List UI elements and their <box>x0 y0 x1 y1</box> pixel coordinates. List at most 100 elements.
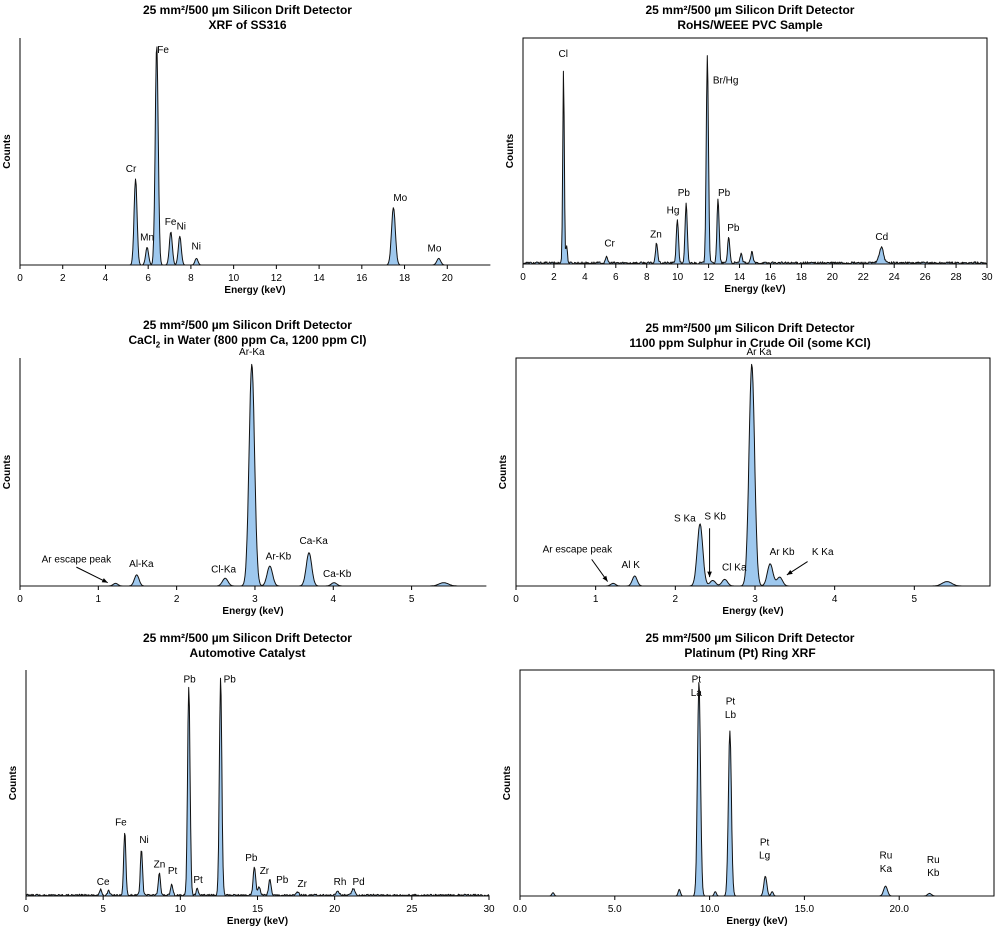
spectrum-chart-cacl2: 0 1 2 3 4 5 Energy (keV) Counts Ar escape peak Al… <box>2 347 487 617</box>
x-tick-label: 8 <box>188 273 194 284</box>
chart-panel-pt-ring: 25 mm²/500 µm Silicon Drift Detector Pla… <box>500 630 1000 941</box>
spectrum-area <box>515 363 991 587</box>
x-axis-label: Energy (keV) <box>222 606 283 617</box>
peak-label: Pb <box>183 675 196 686</box>
chart-title: 25 mm²/500 µm Silicon Drift Detector <box>143 3 352 17</box>
peak-label: Ni <box>177 222 186 233</box>
x-tick-label: 1 <box>96 594 102 605</box>
peak-label: Fe <box>165 217 177 228</box>
peak-label: Zn <box>154 859 166 870</box>
spectrum-area <box>19 363 487 587</box>
chart-title: 25 mm²/500 µm Silicon Drift Detector <box>645 3 855 17</box>
x-tick-label: 10 <box>672 272 684 283</box>
chart-title: 25 mm²/500 µm Silicon Drift Detector <box>143 631 352 645</box>
chart-panel-cacl2: 25 mm²/500 µm Silicon Drift Detector CaC… <box>0 318 495 623</box>
peak-label: Cl Ka <box>722 562 747 573</box>
peak-label: Al K <box>622 560 641 571</box>
x-tick-label: 6 <box>145 273 151 284</box>
peak-label: Pb <box>718 188 731 199</box>
x-tick-label: 18 <box>796 272 808 283</box>
spectrum-chart-sulphur-oil: 0 1 2 3 4 5 Energy (keV) Counts Ar escape peak Al… <box>498 347 991 617</box>
peak-label: Mn <box>140 233 154 244</box>
x-tick-label: 30 <box>483 904 495 915</box>
peak-label: Pt <box>726 697 736 708</box>
x-tick-label: 4 <box>832 594 838 605</box>
peak-label: Ar-Kb <box>266 551 292 562</box>
y-axis-label: Counts <box>2 134 13 169</box>
x-tick-label: 0 <box>513 594 519 605</box>
peak-label: Pb <box>727 223 740 234</box>
x-tick-label: 12 <box>271 273 283 284</box>
x-tick-label: 28 <box>951 272 963 283</box>
plot-frame <box>519 669 995 897</box>
x-axis-label: Energy (keV) <box>224 285 285 296</box>
peak-label: Pt <box>692 675 702 686</box>
peak-label: Ni <box>192 242 201 253</box>
chart-subtitle: XRF of SS316 <box>208 18 287 32</box>
x-tick-label: 20.0 <box>889 904 909 915</box>
peak-label: Kb <box>927 868 940 879</box>
x-tick-label: 2 <box>551 272 557 283</box>
x-tick-label: 5 <box>100 904 106 915</box>
peak-label: Ca-Kb <box>323 569 352 580</box>
arrow-head <box>786 569 793 575</box>
x-tick-label: 4 <box>330 594 336 605</box>
peak-label: Cl <box>558 49 567 60</box>
chart-panel-ss316: 25 mm²/500 µm Silicon Drift Detector XRF… <box>0 0 495 310</box>
peak-label: Ru <box>880 851 893 862</box>
peak-label: Ar Kb <box>770 547 795 558</box>
peak-label: S Ka <box>674 514 696 525</box>
spectrum-area <box>25 677 490 897</box>
x-axis-label: Energy (keV) <box>724 284 785 295</box>
peak-label: Ce <box>97 877 110 888</box>
x-tick-label: 20 <box>442 273 454 284</box>
x-tick-label: 24 <box>889 272 901 283</box>
x-axis-label: Energy (keV) <box>722 606 783 617</box>
peak-label: S Kb <box>704 511 726 522</box>
peak-label: Fe <box>157 45 169 56</box>
x-tick-label: 5.0 <box>608 904 622 915</box>
chart-subtitle: Automotive Catalyst <box>189 646 306 660</box>
y-axis-label: Counts <box>8 765 19 800</box>
peak-label: Ca-Ka <box>300 536 329 547</box>
x-tick-label: 1 <box>593 594 599 605</box>
x-tick-label: 12 <box>703 272 715 283</box>
x-tick-label: 14 <box>314 273 326 284</box>
peak-label: Pb <box>245 853 258 864</box>
spectrum-chart-ss316: 0 2 4 6 8 10 12 14 16 18 20 Energy (keV) Counts Cr Mn F… <box>2 38 491 296</box>
x-tick-label: 0 <box>520 272 526 283</box>
peak-label: Fe <box>115 818 127 829</box>
x-tick-label: 0 <box>17 594 23 605</box>
peak-label: Pb <box>224 675 237 686</box>
y-axis-label: Counts <box>2 454 13 489</box>
arrow-head <box>101 578 108 583</box>
x-tick-label: 0 <box>17 273 23 284</box>
peak-label: Cr <box>604 238 615 249</box>
peak-label: Ar escape peak <box>42 555 112 566</box>
x-tick-label: 2 <box>60 273 66 284</box>
peak-label: Zr <box>298 879 308 890</box>
x-tick-label: 10 <box>175 904 187 915</box>
x-tick-label: 2 <box>174 594 180 605</box>
x-tick-label: 15.0 <box>795 904 815 915</box>
peak-label: Mo <box>428 244 442 255</box>
y-axis-label: Counts <box>505 133 516 168</box>
chart-subtitle: CaCl2 in Water (800 ppm Ca, 1200 ppm Cl) <box>128 333 367 350</box>
y-axis-label: Counts <box>498 454 509 489</box>
chart-panel-auto-catalyst: 25 mm²/500 µm Silicon Drift Detector Aut… <box>0 630 495 941</box>
peak-label: Pd <box>352 877 364 888</box>
peak-label: Al-Ka <box>129 559 154 570</box>
x-tick-label: 16 <box>765 272 777 283</box>
peak-label: Ka <box>880 864 893 875</box>
x-tick-label: 18 <box>399 273 411 284</box>
peak-label: Ar-Ka <box>239 347 265 358</box>
chart-title: 25 mm²/500 µm Silicon Drift Detector <box>645 631 855 645</box>
annotation-arrow <box>76 566 108 584</box>
peak-label: Zn <box>650 230 662 241</box>
chart-subtitle: Platinum (Pt) Ring XRF <box>684 646 816 660</box>
x-tick-label: 20 <box>329 904 341 915</box>
peak-label: Pb <box>678 188 691 199</box>
spectrum-chart-pt-ring: 0.0 5.0 10.0 15.0 20.0 Energy (keV) Counts Pt La… <box>502 669 995 927</box>
x-tick-label: 2 <box>673 594 679 605</box>
x-tick-label: 5 <box>409 594 415 605</box>
